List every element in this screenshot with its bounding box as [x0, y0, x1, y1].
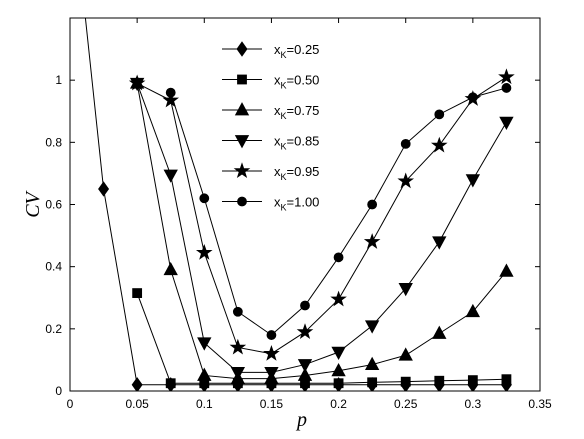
star-marker: [162, 91, 180, 108]
circle-marker: [400, 138, 411, 149]
x-tick-label: 0.35: [528, 397, 552, 411]
x-tick-label: 0.2: [330, 397, 347, 411]
triangle-down-marker: [465, 174, 481, 188]
star-marker: [397, 172, 415, 189]
y-tick-label: 0: [55, 384, 62, 398]
triangle-down-marker: [297, 359, 313, 373]
x-tick-label: 0.1: [196, 397, 213, 411]
series-line: [136, 83, 507, 373]
star-marker: [195, 243, 213, 260]
star-marker: [229, 338, 247, 355]
triangle-up-marker: [364, 356, 380, 370]
legend-entry: xK=0.75: [222, 102, 319, 121]
star-marker: [498, 68, 515, 85]
triangle-up-marker: [398, 347, 413, 361]
triangle-down-marker: [234, 135, 250, 149]
series-circle: [165, 83, 512, 340]
diamond-marker: [236, 41, 248, 57]
star-marker: [128, 74, 146, 91]
series-line: [136, 83, 507, 380]
square-marker: [434, 375, 445, 386]
x-tick-label: 0: [67, 397, 74, 411]
triangle-up-marker: [331, 362, 346, 377]
triangle-down-marker: [163, 169, 178, 183]
star-marker: [430, 136, 448, 153]
series-line: [84, 18, 507, 386]
triangle-down-marker: [230, 366, 246, 381]
y-tick-label: 0.8: [45, 135, 62, 149]
legend-entry: xK=0.85: [222, 134, 319, 152]
legend-label: xK=0.50: [274, 73, 319, 91]
square-marker: [501, 374, 512, 385]
y-axis-label: CV: [22, 189, 44, 217]
triangle-down-marker: [398, 283, 413, 297]
star-marker: [330, 290, 347, 307]
series-star: [128, 68, 515, 361]
circle-marker: [367, 199, 378, 210]
legend-label: xK=1.00: [274, 195, 319, 213]
star-marker: [233, 162, 251, 179]
legend-label: xK=0.95: [274, 164, 319, 182]
square-marker: [237, 74, 247, 85]
circle-marker: [300, 300, 310, 311]
triangle-down-marker: [432, 236, 447, 250]
x-tick-label: 0.3: [465, 397, 482, 411]
x-axis-label: p: [295, 409, 307, 431]
x-tick-label: 0.25: [394, 397, 418, 411]
series-square: [132, 288, 512, 389]
series-line: [136, 76, 507, 355]
triangle-down-marker: [499, 116, 514, 130]
triangle-up-marker: [234, 102, 250, 116]
y-tick-label: 0.4: [45, 260, 62, 274]
circle-marker: [501, 83, 512, 93]
y-tick-label: 0.6: [45, 198, 62, 212]
triangle-up-marker: [499, 263, 514, 277]
x-tick-label: 0.05: [125, 397, 149, 411]
square-marker: [367, 377, 378, 388]
star-marker: [363, 233, 381, 249]
triangle-up-marker: [163, 261, 178, 276]
circle-marker: [434, 109, 445, 120]
square-marker: [132, 288, 143, 298]
square-marker: [333, 378, 344, 389]
legend-entry: xK=0.50: [222, 73, 319, 91]
triangle-down-marker: [364, 320, 380, 334]
circle-marker: [467, 92, 478, 103]
axis-ticks: 0 0.05 0.1 0.15 0.2 0.25 0.3 0.35 0 0.2 0.4 0.6 0.8 1: [45, 18, 552, 411]
series-group: [84, 18, 515, 391]
diamond-marker: [131, 377, 143, 391]
circle-marker: [232, 306, 243, 317]
triangle-up-marker: [465, 303, 481, 318]
legend-label: xK=0.85: [274, 134, 319, 152]
circle-marker: [333, 252, 344, 263]
circle-marker: [237, 196, 247, 207]
legend: xK=0.25 xK=0.50 xK=0.75 xK=0.85 xK=0.95 xK=1.…: [222, 41, 319, 213]
triangle-down-marker: [197, 337, 212, 351]
triangle-up-marker: [432, 325, 447, 339]
triangle-up-marker: [197, 367, 212, 381]
triangle-down-marker: [264, 366, 279, 381]
circle-marker: [266, 330, 277, 340]
legend-label: xK=0.25: [274, 42, 319, 60]
triangle-up-marker: [297, 367, 313, 381]
diamond-marker: [98, 181, 110, 197]
y-tick-label: 0.2: [45, 322, 62, 336]
square-marker: [400, 376, 411, 387]
legend-entry: xK=0.95: [222, 162, 319, 182]
star-marker: [296, 323, 314, 339]
triangle-down-marker: [331, 346, 346, 360]
legend-label: xK=0.75: [274, 103, 319, 121]
series-line: [136, 292, 507, 384]
legend-entry: xK=1.00: [222, 195, 319, 213]
x-tick-label: 0.15: [260, 397, 284, 411]
circle-marker: [165, 87, 176, 98]
circle-marker: [199, 193, 210, 204]
y-tick-label: 1: [55, 73, 62, 87]
square-marker: [165, 378, 176, 389]
square-marker: [467, 375, 478, 386]
star-marker: [263, 344, 280, 361]
legend-entry: xK=0.25: [222, 41, 319, 60]
